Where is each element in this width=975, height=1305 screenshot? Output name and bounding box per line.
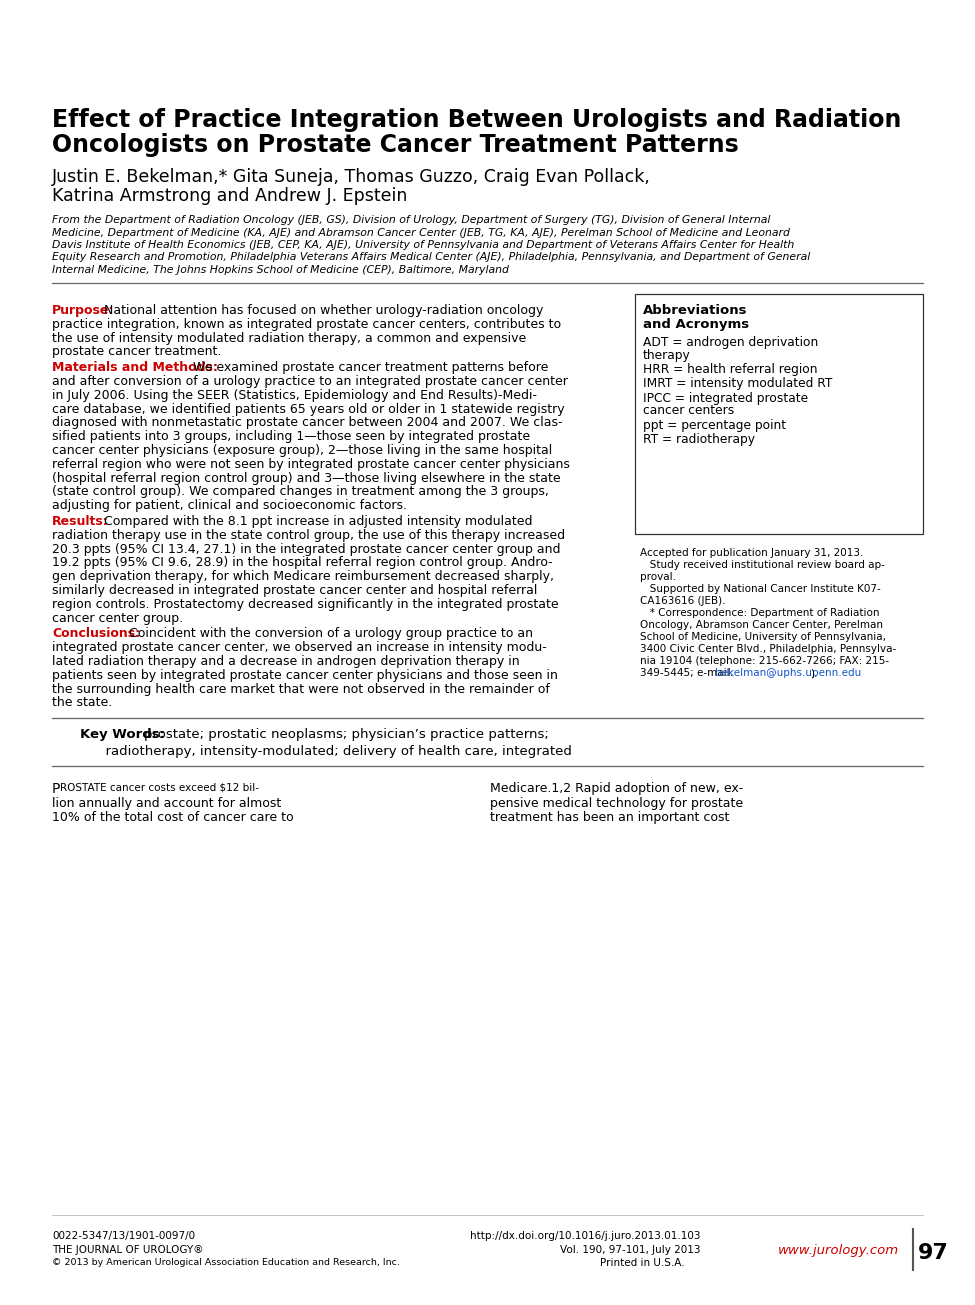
Text: cancer center physicians (exposure group), 2—those living in the same hospital: cancer center physicians (exposure group… xyxy=(52,444,552,457)
Text: and Acronyms: and Acronyms xyxy=(643,318,749,331)
Text: Coincident with the conversion of a urology group practice to an: Coincident with the conversion of a urol… xyxy=(125,628,532,641)
Text: Oncology, Abramson Cancer Center, Perelman: Oncology, Abramson Cancer Center, Perelm… xyxy=(640,620,883,630)
Text: www.jurology.com: www.jurology.com xyxy=(778,1244,899,1257)
Text: cancer center group.: cancer center group. xyxy=(52,612,183,625)
Text: Conclusions:: Conclusions: xyxy=(52,628,140,641)
Text: ).: ). xyxy=(810,668,817,679)
Text: School of Medicine, University of Pennsylvania,: School of Medicine, University of Pennsy… xyxy=(640,632,886,642)
Text: RT = radiotherapy: RT = radiotherapy xyxy=(643,433,755,446)
Text: therapy: therapy xyxy=(643,348,690,361)
Text: Key Words:: Key Words: xyxy=(80,728,165,741)
Text: From the Department of Radiation Oncology (JEB, GS), Division of Urology, Depart: From the Department of Radiation Oncolog… xyxy=(52,215,770,224)
Text: prostate; prostatic neoplasms; physician’s practice patterns;: prostate; prostatic neoplasms; physician… xyxy=(144,728,549,741)
Text: We examined prostate cancer treatment patterns before: We examined prostate cancer treatment pa… xyxy=(185,361,549,375)
Text: Justin E. Bekelman,* Gita Suneja, Thomas Guzzo, Craig Evan Pollack,: Justin E. Bekelman,* Gita Suneja, Thomas… xyxy=(52,168,651,187)
Text: Oncologists on Prostate Cancer Treatment Patterns: Oncologists on Prostate Cancer Treatment… xyxy=(52,133,739,157)
Text: prostate cancer treatment.: prostate cancer treatment. xyxy=(52,346,221,359)
Text: 3400 Civic Center Blvd., Philadelphia, Pennsylva-: 3400 Civic Center Blvd., Philadelphia, P… xyxy=(640,643,896,654)
Text: region controls. Prostatectomy decreased significantly in the integrated prostat: region controls. Prostatectomy decreased… xyxy=(52,598,559,611)
Text: Vol. 190, 97-101, July 2013: Vol. 190, 97-101, July 2013 xyxy=(560,1245,700,1255)
Text: Study received institutional review board ap-: Study received institutional review boar… xyxy=(640,560,885,570)
Text: Supported by National Cancer Institute K07-: Supported by National Cancer Institute K… xyxy=(640,585,880,594)
Text: P: P xyxy=(52,782,60,796)
Text: Medicare.1,2 Rapid adoption of new, ex-: Medicare.1,2 Rapid adoption of new, ex- xyxy=(490,782,743,795)
FancyBboxPatch shape xyxy=(635,294,923,534)
Text: care database, we identified patients 65 years old or older in 1 statewide regis: care database, we identified patients 65… xyxy=(52,403,565,415)
Text: Medicine, Department of Medicine (KA, AJE) and Abramson Cancer Center (JEB, TG, : Medicine, Department of Medicine (KA, AJ… xyxy=(52,227,790,238)
Text: in July 2006. Using the SEER (Statistics, Epidemiology and End Results)-Medi-: in July 2006. Using the SEER (Statistics… xyxy=(52,389,537,402)
Text: ROSTATE cancer costs exceed $12 bil-: ROSTATE cancer costs exceed $12 bil- xyxy=(60,782,259,792)
Text: Compared with the 8.1 ppt increase in adjusted intensity modulated: Compared with the 8.1 ppt increase in ad… xyxy=(100,515,533,529)
Text: treatment has been an important cost: treatment has been an important cost xyxy=(490,812,729,825)
Text: 19.2 ppts (95% CI 9.6, 28.9) in the hospital referral region control group. Andr: 19.2 ppts (95% CI 9.6, 28.9) in the hosp… xyxy=(52,556,553,569)
Text: bekelman@uphs.upenn.edu: bekelman@uphs.upenn.edu xyxy=(715,668,861,679)
Text: Accepted for publication January 31, 2013.: Accepted for publication January 31, 201… xyxy=(640,548,864,559)
Text: diagnosed with nonmetastatic prostate cancer between 2004 and 2007. We clas-: diagnosed with nonmetastatic prostate ca… xyxy=(52,416,563,429)
Text: Internal Medicine, The Johns Hopkins School of Medicine (CEP), Baltimore, Maryla: Internal Medicine, The Johns Hopkins Sch… xyxy=(52,265,509,275)
Text: referral region who were not seen by integrated prostate cancer center physician: referral region who were not seen by int… xyxy=(52,458,569,471)
Text: (hospital referral region control group) and 3—those living elsewhere in the sta: (hospital referral region control group)… xyxy=(52,471,561,484)
Text: IMRT = intensity modulated RT: IMRT = intensity modulated RT xyxy=(643,377,833,390)
Text: Katrina Armstrong and Andrew J. Epstein: Katrina Armstrong and Andrew J. Epstein xyxy=(52,187,408,205)
Text: 10% of the total cost of cancer care to: 10% of the total cost of cancer care to xyxy=(52,812,293,825)
Text: CA163616 (JEB).: CA163616 (JEB). xyxy=(640,596,725,606)
Text: radiation therapy use in the state control group, the use of this therapy increa: radiation therapy use in the state contr… xyxy=(52,529,565,542)
Text: * Correspondence: Department of Radiation: * Correspondence: Department of Radiatio… xyxy=(640,608,879,619)
Text: gen deprivation therapy, for which Medicare reimbursement decreased sharply,: gen deprivation therapy, for which Medic… xyxy=(52,570,554,583)
Text: integrated prostate cancer center, we observed an increase in intensity modu-: integrated prostate cancer center, we ob… xyxy=(52,641,547,654)
Text: cancer centers: cancer centers xyxy=(643,405,734,418)
Text: sified patients into 3 groups, including 1—those seen by integrated prostate: sified patients into 3 groups, including… xyxy=(52,431,530,444)
Text: 0022-5347/13/1901-0097/0: 0022-5347/13/1901-0097/0 xyxy=(52,1231,195,1241)
Text: and after conversion of a urology practice to an integrated prostate cancer cent: and after conversion of a urology practi… xyxy=(52,375,567,388)
Text: patients seen by integrated prostate cancer center physicians and those seen in: patients seen by integrated prostate can… xyxy=(52,668,558,681)
Text: pensive medical technology for prostate: pensive medical technology for prostate xyxy=(490,796,743,809)
Text: http://dx.doi.org/10.1016/j.juro.2013.01.103: http://dx.doi.org/10.1016/j.juro.2013.01… xyxy=(470,1231,700,1241)
Text: 20.3 ppts (95% CI 13.4, 27.1) in the integrated prostate cancer center group and: 20.3 ppts (95% CI 13.4, 27.1) in the int… xyxy=(52,543,561,556)
Text: Equity Research and Promotion, Philadelphia Veterans Affairs Medical Center (AJE: Equity Research and Promotion, Philadelp… xyxy=(52,252,810,262)
Text: (state control group). We compared changes in treatment among the 3 groups,: (state control group). We compared chang… xyxy=(52,485,549,499)
Text: National attention has focused on whether urology-radiation oncology: National attention has focused on whethe… xyxy=(100,304,544,317)
Text: the use of intensity modulated radiation therapy, a common and expensive: the use of intensity modulated radiation… xyxy=(52,331,526,345)
Text: ppt = percentage point: ppt = percentage point xyxy=(643,419,786,432)
Text: Results:: Results: xyxy=(52,515,109,529)
Text: Materials and Methods:: Materials and Methods: xyxy=(52,361,217,375)
Text: 97: 97 xyxy=(918,1242,949,1263)
Text: IPCC = integrated prostate: IPCC = integrated prostate xyxy=(643,392,808,405)
Text: proval.: proval. xyxy=(640,572,676,582)
Text: nia 19104 (telephone: 215-662-7266; FAX: 215-: nia 19104 (telephone: 215-662-7266; FAX:… xyxy=(640,656,889,666)
Text: the state.: the state. xyxy=(52,697,112,710)
Text: lated radiation therapy and a decrease in androgen deprivation therapy in: lated radiation therapy and a decrease i… xyxy=(52,655,520,668)
Text: radiotherapy, intensity-modulated; delivery of health care, integrated: radiotherapy, intensity-modulated; deliv… xyxy=(80,745,572,758)
Text: practice integration, known as integrated prostate cancer centers, contributes t: practice integration, known as integrate… xyxy=(52,318,562,330)
Text: 349-5445; e-mail:: 349-5445; e-mail: xyxy=(640,668,736,679)
Text: Effect of Practice Integration Between Urologists and Radiation: Effect of Practice Integration Between U… xyxy=(52,108,901,132)
Text: lion annually and account for almost: lion annually and account for almost xyxy=(52,796,281,809)
Text: © 2013 by American Urological Association Education and Research, Inc.: © 2013 by American Urological Associatio… xyxy=(52,1258,400,1267)
Text: ADT = androgen deprivation: ADT = androgen deprivation xyxy=(643,335,818,348)
Text: Printed in U.S.A.: Printed in U.S.A. xyxy=(600,1258,684,1268)
Text: Purpose:: Purpose: xyxy=(52,304,114,317)
Text: THE JOURNAL OF UROLOGY®: THE JOURNAL OF UROLOGY® xyxy=(52,1245,204,1255)
Text: the surrounding health care market that were not observed in the remainder of: the surrounding health care market that … xyxy=(52,683,550,696)
Text: similarly decreased in integrated prostate cancer center and hospital referral: similarly decreased in integrated prosta… xyxy=(52,585,537,596)
Text: HRR = health referral region: HRR = health referral region xyxy=(643,363,817,376)
Text: Abbreviations: Abbreviations xyxy=(643,304,748,317)
Text: adjusting for patient, clinical and socioeconomic factors.: adjusting for patient, clinical and soci… xyxy=(52,500,407,512)
Text: Davis Institute of Health Economics (JEB, CEP, KA, AJE), University of Pennsylva: Davis Institute of Health Economics (JEB… xyxy=(52,240,795,251)
